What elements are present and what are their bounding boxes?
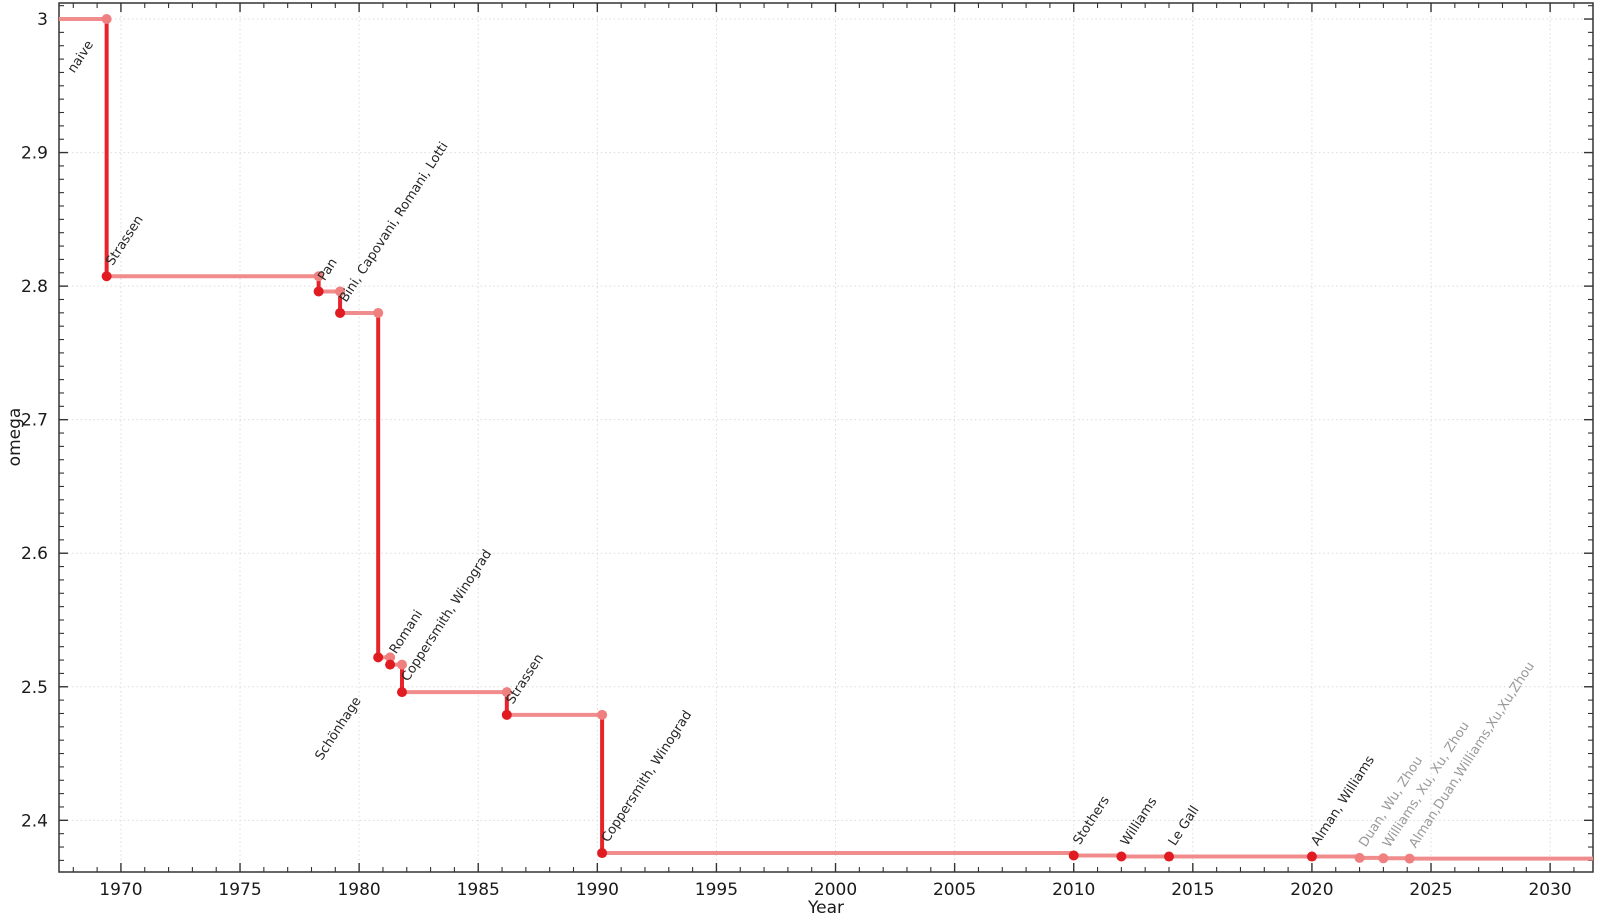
y-tick-label: 3 bbox=[37, 10, 48, 30]
data-point-marker bbox=[313, 286, 324, 297]
corner-marker bbox=[335, 286, 346, 297]
data-point-marker bbox=[597, 848, 608, 859]
corner-marker bbox=[385, 652, 396, 663]
x-tick-label: 2000 bbox=[814, 880, 857, 900]
point-annotation: Strassen bbox=[504, 651, 547, 707]
data-point-marker bbox=[335, 307, 346, 318]
data-point-marker bbox=[101, 14, 112, 25]
data-point-marker bbox=[1068, 850, 1079, 861]
x-tick-label: 1990 bbox=[576, 880, 619, 900]
y-tick-label: 2.6 bbox=[21, 544, 48, 564]
point-annotation: Schönhage bbox=[313, 694, 365, 763]
data-point-marker bbox=[1404, 853, 1415, 864]
point-annotation: Bini, Capovani, Romani, Lotti bbox=[337, 140, 452, 305]
data-point-marker bbox=[373, 652, 384, 663]
y-tick-label: 2.5 bbox=[21, 678, 48, 698]
corner-marker bbox=[373, 307, 384, 318]
corner-marker bbox=[501, 687, 512, 698]
corner-marker bbox=[597, 709, 608, 720]
y-tick-label: 2.4 bbox=[21, 811, 48, 831]
point-annotation: Alman,Duan,Williams,Xu,Xu,Zhou bbox=[1406, 659, 1538, 850]
y-axis-label: omega bbox=[5, 407, 25, 467]
point-annotation: Williams bbox=[1118, 795, 1160, 849]
y-tick-label: 2.7 bbox=[21, 411, 48, 431]
point-annotation: naive bbox=[65, 38, 97, 76]
point-annotation: Le Gall bbox=[1166, 803, 1203, 848]
point-annotation: Coppersmith, Winograd bbox=[599, 708, 695, 845]
x-tick-label: 2025 bbox=[1409, 880, 1452, 900]
y-tick-label: 2.9 bbox=[21, 144, 48, 164]
x-tick-label: 2015 bbox=[1171, 880, 1214, 900]
x-tick-label: 1975 bbox=[218, 880, 261, 900]
point-annotation: Stothers bbox=[1071, 793, 1114, 847]
data-point-marker bbox=[1378, 853, 1389, 864]
x-tick-label: 2010 bbox=[1052, 880, 1095, 900]
data-point-marker bbox=[1116, 851, 1127, 862]
x-tick-label: 2020 bbox=[1290, 880, 1333, 900]
axes-frame bbox=[58, 2, 1594, 873]
x-tick-label: 1995 bbox=[695, 880, 738, 900]
data-point-marker bbox=[397, 687, 408, 698]
data-point-marker bbox=[1164, 851, 1175, 862]
corner-marker bbox=[313, 271, 324, 282]
data-point-marker bbox=[1306, 851, 1317, 862]
x-tick-label: 1970 bbox=[99, 880, 142, 900]
corner-marker bbox=[397, 659, 408, 670]
point-annotation: Strassen bbox=[103, 213, 146, 269]
x-axis-label: Year bbox=[808, 898, 844, 918]
x-tick-label: 2005 bbox=[933, 880, 976, 900]
data-point-marker bbox=[101, 271, 112, 282]
y-tick-label: 2.8 bbox=[21, 277, 48, 297]
data-point-marker bbox=[501, 709, 512, 720]
x-tick-label: 2030 bbox=[1528, 880, 1571, 900]
data-point-marker bbox=[1354, 852, 1365, 863]
x-tick-label: 1980 bbox=[337, 880, 380, 900]
x-tick-label: 1985 bbox=[457, 880, 500, 900]
data-point-marker bbox=[385, 659, 396, 670]
